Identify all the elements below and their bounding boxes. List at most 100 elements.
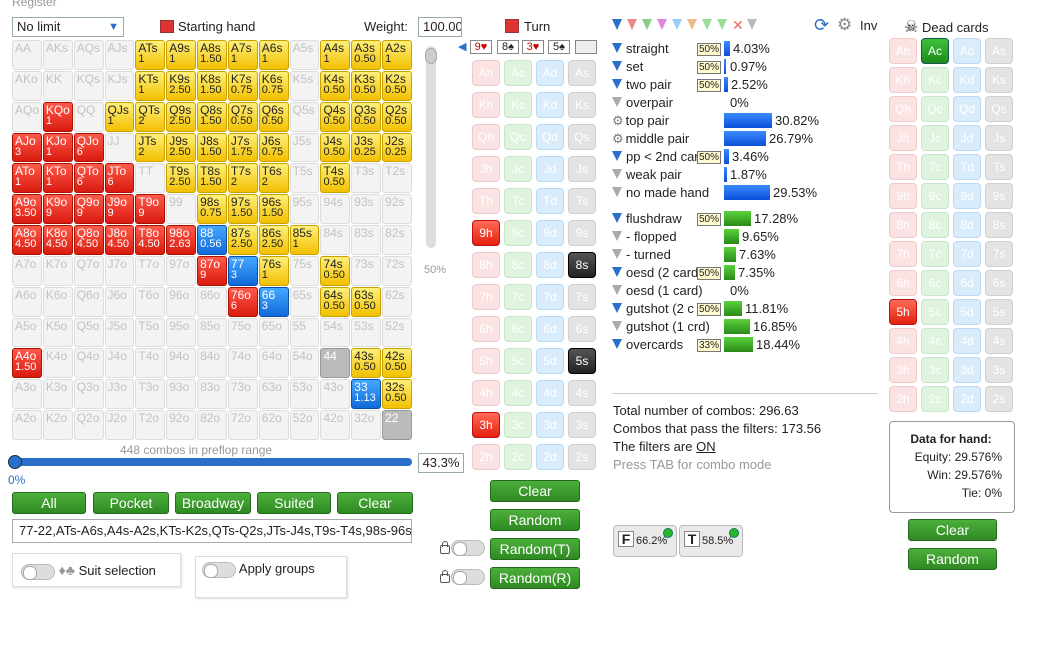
hand-cell[interactable]: 82o bbox=[197, 410, 227, 440]
filter-lime2-icon[interactable] bbox=[717, 19, 727, 30]
funnel-icon[interactable] bbox=[612, 169, 622, 179]
gear-icon[interactable]: ⚙ bbox=[837, 15, 853, 34]
hand-cell[interactable]: 63s 0.50 bbox=[351, 286, 382, 317]
hand-cell[interactable]: 95o bbox=[166, 317, 197, 348]
dead-card-8d[interactable]: 8d bbox=[953, 212, 981, 238]
dead-card-5d[interactable]: 5d bbox=[953, 299, 981, 325]
dead-card-Kd[interactable]: Kd bbox=[953, 67, 981, 93]
hand-cell[interactable]: 96s 1.50 bbox=[258, 194, 289, 225]
hand-cell[interactable]: 84s bbox=[320, 225, 351, 255]
hand-cell[interactable]: 92s bbox=[382, 194, 412, 225]
hand-cell[interactable]: A8s 1.50 bbox=[197, 40, 227, 70]
filter-gray-icon[interactable] bbox=[746, 19, 757, 30]
hand-cell[interactable]: K8o 4.50 bbox=[42, 225, 73, 255]
board-card-9d[interactable]: 9d bbox=[536, 220, 564, 246]
hand-cell[interactable]: KJo 1 bbox=[42, 132, 73, 163]
hand-cell[interactable]: 82s bbox=[382, 225, 412, 255]
hand-cell[interactable]: 52o bbox=[289, 410, 320, 440]
dead-card-Ks[interactable]: Ks bbox=[985, 67, 1013, 93]
hand-cell[interactable]: T6s 2 bbox=[258, 163, 289, 194]
filter-row[interactable]: two pair bbox=[612, 76, 672, 93]
hand-cell[interactable]: A5o bbox=[12, 317, 42, 348]
filter-row[interactable]: gutshot (1 crd) bbox=[612, 318, 710, 335]
dead-card-4d[interactable]: 4d bbox=[953, 328, 981, 354]
hand-cell[interactable]: J8s 1.50 bbox=[197, 132, 227, 163]
funnel-icon[interactable] bbox=[612, 61, 622, 71]
hand-cell[interactable]: T3s bbox=[351, 163, 382, 194]
board-card-Tc[interactable]: Tc bbox=[504, 188, 532, 214]
dead-card-2s[interactable]: 2s bbox=[985, 386, 1013, 412]
board-card-As[interactable]: As bbox=[568, 60, 596, 86]
funnel-icon[interactable] bbox=[612, 97, 622, 107]
filter-weight-tag[interactable]: 50% bbox=[697, 267, 722, 280]
hand-cell[interactable]: A8o 4.50 bbox=[12, 225, 42, 255]
board-card-6h[interactable]: 6h bbox=[472, 316, 500, 342]
dead-card-Jc[interactable]: Jc bbox=[921, 125, 949, 151]
hand-cell[interactable]: 22 bbox=[382, 410, 412, 440]
hand-cell[interactable]: J4s 0.50 bbox=[320, 132, 351, 163]
hand-cell[interactable]: 93o bbox=[166, 379, 197, 410]
hand-cell[interactable]: J5o bbox=[104, 317, 135, 348]
hand-cell[interactable]: 43s 0.50 bbox=[351, 348, 382, 379]
dead-card-3h[interactable]: 3h bbox=[889, 357, 917, 383]
hand-cell[interactable]: A7s 1 bbox=[227, 40, 258, 70]
hand-cell[interactable]: A4o 1.50 bbox=[12, 348, 42, 379]
range-percent-slider[interactable] bbox=[8, 455, 412, 469]
hand-cell[interactable]: 54s bbox=[320, 317, 351, 348]
hand-cell[interactable]: A9s 1 bbox=[166, 40, 197, 70]
board-card-9s[interactable]: 9s bbox=[568, 220, 596, 246]
hand-cell[interactable]: 72o bbox=[227, 410, 258, 440]
gear-icon[interactable]: ⚙ bbox=[612, 113, 624, 128]
filter-green-icon[interactable] bbox=[642, 19, 652, 30]
dead-card-6c[interactable]: 6c bbox=[921, 270, 949, 296]
filter-row[interactable]: straight bbox=[612, 40, 669, 57]
hand-cell[interactable]: 83o bbox=[197, 379, 227, 410]
dead-card-5c[interactable]: 5c bbox=[921, 299, 949, 325]
hand-cell[interactable]: 55 bbox=[289, 317, 320, 348]
hand-cell[interactable]: J4o bbox=[104, 348, 135, 379]
dead-card-4s[interactable]: 4s bbox=[985, 328, 1013, 354]
board-card-5s[interactable]: 5s bbox=[568, 348, 596, 374]
range-text-input[interactable]: 77-22,ATs-A6s,A4s-A2s,KTs-K2s,QTs-Q2s,JT… bbox=[12, 519, 412, 543]
hand-cell[interactable]: QJs 1 bbox=[104, 101, 135, 132]
hand-cell[interactable]: Q6o bbox=[73, 286, 104, 317]
hand-cell[interactable]: KTo 1 bbox=[42, 163, 73, 194]
hand-cell[interactable]: 62o bbox=[258, 410, 289, 440]
hand-cell[interactable]: J3o bbox=[104, 379, 135, 410]
hand-cell[interactable]: 63o bbox=[258, 379, 289, 410]
filter-row[interactable]: no made hand bbox=[612, 184, 709, 201]
hand-cell[interactable]: QQ bbox=[73, 101, 104, 132]
hand-cell[interactable]: J3s 0.25 bbox=[351, 132, 382, 163]
filter-row[interactable]: set bbox=[612, 58, 643, 75]
hand-cell[interactable]: K6o bbox=[42, 286, 73, 317]
board-card-1[interactable]: 9♥ bbox=[470, 40, 492, 54]
board-card-Ad[interactable]: Ad bbox=[536, 60, 564, 86]
random-turn-button[interactable]: Random(T) bbox=[490, 538, 580, 560]
board-card-Qh[interactable]: Qh bbox=[472, 124, 500, 150]
filter-row[interactable]: pp < 2nd car bbox=[612, 148, 699, 165]
hand-cell[interactable]: 75o bbox=[227, 317, 258, 348]
hand-cell[interactable]: K4s 0.50 bbox=[320, 70, 351, 101]
dead-card-2h[interactable]: 2h bbox=[889, 386, 917, 412]
hand-cell[interactable]: J8o 4.50 bbox=[104, 225, 135, 255]
filter-row[interactable]: - flopped bbox=[612, 228, 677, 245]
filter-row[interactable]: overpair bbox=[612, 94, 673, 111]
hand-cell[interactable]: Q2o bbox=[73, 410, 104, 440]
hand-cell[interactable]: 87s 2.50 bbox=[227, 225, 258, 255]
filter-row[interactable]: gutshot (2 c bbox=[612, 300, 694, 317]
clear-range-button[interactable]: Clear bbox=[337, 492, 413, 514]
hand-cell[interactable]: 97s 1.50 bbox=[227, 194, 258, 225]
hand-cell[interactable]: J2o bbox=[104, 410, 135, 440]
hand-cell[interactable]: J9o 9 bbox=[104, 194, 135, 225]
dead-card-Jd[interactable]: Jd bbox=[953, 125, 981, 151]
apply-groups-toggle[interactable] bbox=[202, 561, 236, 578]
hand-cell[interactable]: Q9o 9 bbox=[73, 194, 104, 225]
dead-card-As[interactable]: As bbox=[985, 38, 1013, 64]
board-card-Ts[interactable]: Ts bbox=[568, 188, 596, 214]
board-card-4[interactable]: 5♠ bbox=[548, 40, 570, 54]
hand-cell[interactable]: KJs bbox=[104, 70, 135, 101]
board-card-5[interactable] bbox=[575, 40, 597, 54]
filter-weight-tag[interactable]: 50% bbox=[697, 213, 722, 226]
board-card-Jd[interactable]: Jd bbox=[536, 156, 564, 182]
dead-card-Ad[interactable]: Ad bbox=[953, 38, 981, 64]
